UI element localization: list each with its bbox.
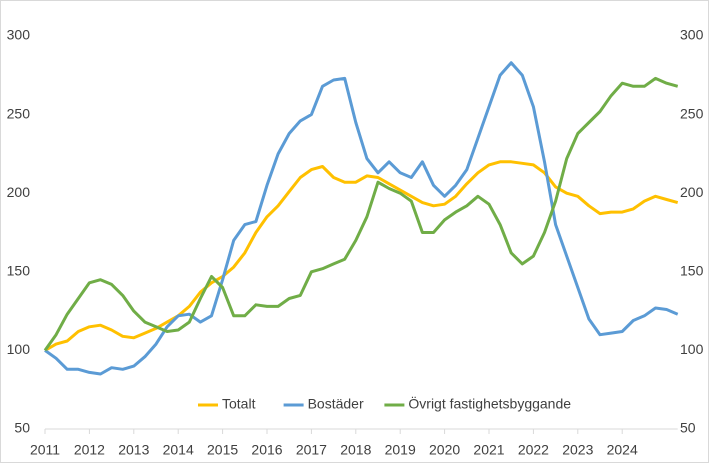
- x-tick-label: 2017: [296, 442, 327, 458]
- x-tick-label: 2019: [385, 442, 416, 458]
- x-tick-label: 2021: [473, 442, 504, 458]
- series-line: [43, 76, 679, 352]
- x-tick-label: 2011: [30, 442, 60, 458]
- x-tick-label: 2018: [340, 442, 371, 458]
- x-tick-label: 2016: [251, 442, 282, 458]
- x-tick-label: 2020: [429, 442, 460, 458]
- x-tick-label: 2015: [207, 442, 238, 458]
- series-line: [44, 160, 679, 352]
- legend-label: Bostäder: [308, 396, 364, 412]
- y-tick-label: 50: [14, 420, 30, 436]
- y-tick-label: 250: [7, 105, 31, 121]
- x-tick-label: 2024: [607, 442, 638, 458]
- y-tick-label: 100: [7, 341, 31, 357]
- y2-tick-label: 150: [680, 263, 704, 279]
- y-tick-label: 300: [7, 27, 31, 43]
- series-line: [44, 61, 679, 376]
- x-tick-label: 2012: [74, 442, 105, 458]
- y2-tick-label: 200: [680, 184, 704, 200]
- y-tick-label: 150: [7, 263, 31, 279]
- y2-tick-label: 300: [680, 27, 704, 43]
- y2-tick-label: 250: [680, 105, 704, 121]
- x-tick-label: 2014: [163, 442, 194, 458]
- x-tick-label: 2022: [518, 442, 549, 458]
- x-tick-label: 2023: [562, 442, 593, 458]
- legend-label: Totalt: [222, 396, 256, 412]
- y2-tick-label: 50: [680, 420, 696, 436]
- legend-label: Övrigt fastighetsbyggande: [408, 395, 571, 412]
- y2-tick-label: 100: [680, 341, 704, 357]
- x-tick-label: 2013: [118, 442, 149, 458]
- y-tick-label: 200: [7, 184, 31, 200]
